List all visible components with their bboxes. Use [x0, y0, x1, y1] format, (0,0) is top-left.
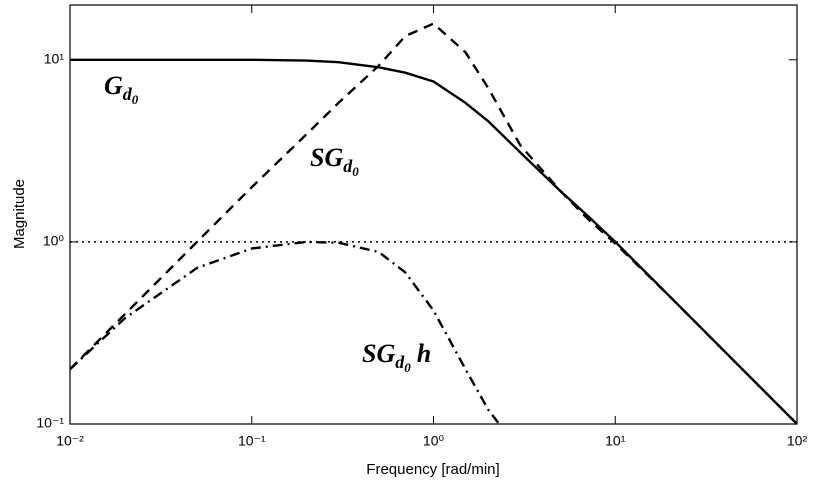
annotation-sub: d	[395, 352, 405, 372]
x-axis-label: Frequency [rad/min]	[366, 461, 499, 478]
annotation: Gd0	[104, 71, 139, 107]
x-tick-label: 10⁰	[423, 433, 445, 449]
annotation-sub: d	[123, 84, 133, 104]
annotation-text: SG	[362, 339, 395, 368]
annotation-subsub: 0	[404, 360, 411, 375]
annotation-subsub: 0	[132, 92, 139, 107]
y-tick-label: 10⁰	[43, 233, 65, 249]
annotation: SGd0	[310, 143, 359, 179]
x-tick-label: 10²	[787, 433, 808, 449]
annotation-text: G	[104, 71, 123, 100]
annotation-sub: d	[343, 156, 353, 176]
data-line	[69, 22, 798, 425]
data-line	[69, 240, 501, 425]
plot-frame	[69, 4, 798, 425]
y-tick-label: 10⁻¹	[36, 415, 64, 431]
y-tick-label: 10¹	[44, 51, 65, 67]
annotation-suffix: h	[417, 339, 431, 368]
x-tick-label: 10⁻²	[56, 433, 84, 449]
x-tick-label: 10⁻¹	[238, 433, 266, 449]
y-axis-label: Magnitude	[11, 179, 28, 249]
annotation: SGd0 h	[362, 339, 431, 375]
x-tick-label: 10¹	[605, 433, 626, 449]
annotation-text: SG	[310, 143, 343, 172]
annotation-subsub: 0	[352, 164, 359, 179]
